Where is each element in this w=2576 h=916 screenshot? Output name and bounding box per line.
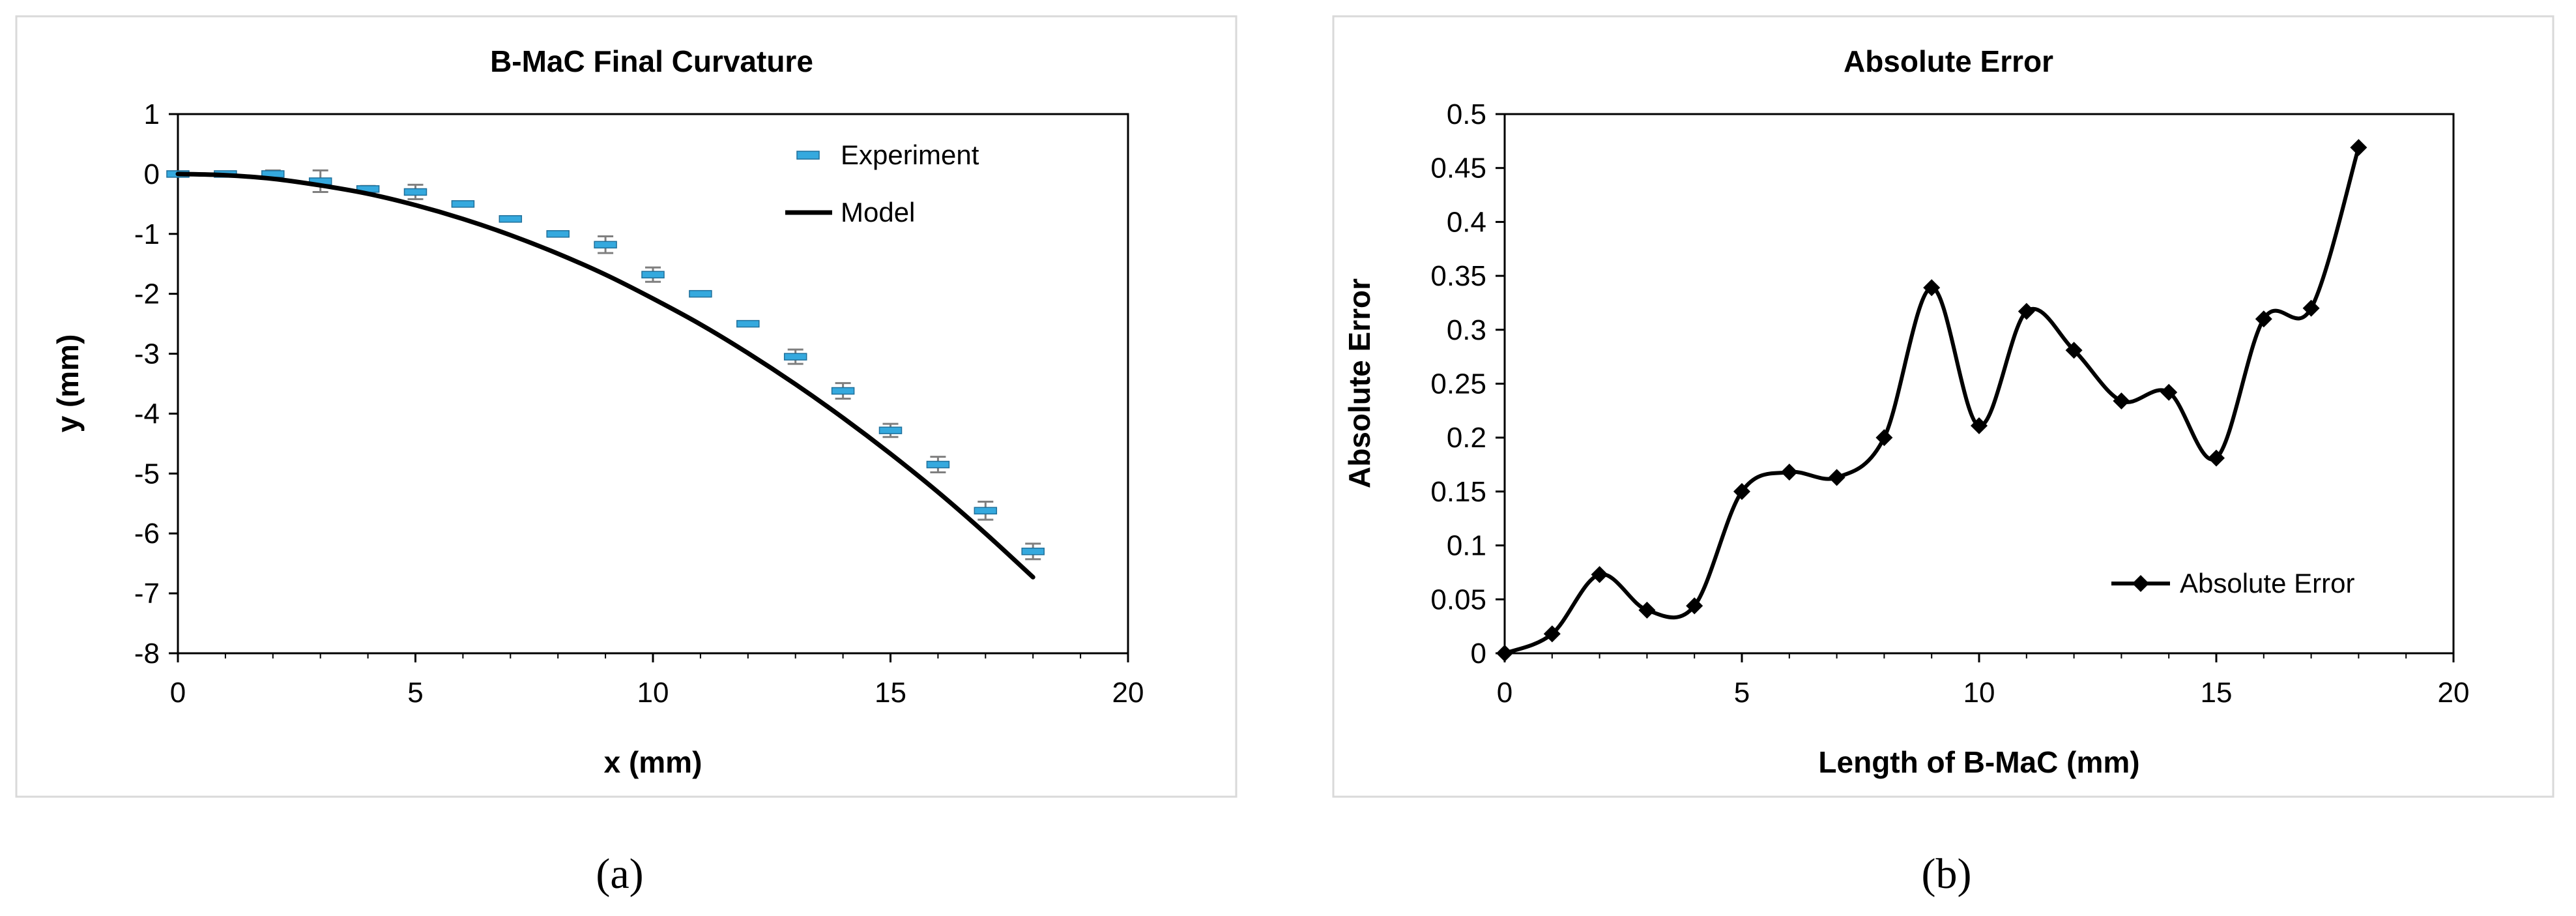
chart-b-data-point — [1496, 645, 1513, 662]
chart-b-data-point — [2350, 139, 2367, 156]
chart-a-data-point — [546, 230, 570, 238]
chart-b-y-tick-label: 0.15 — [1430, 476, 1486, 508]
chart-b-frame — [1332, 15, 2554, 798]
chart-a-data-point — [451, 200, 475, 208]
chart-b-x-tick-label: 20 — [2438, 677, 2470, 709]
chart-b-data-point — [2018, 303, 2035, 320]
chart-b-data-point — [1591, 566, 1608, 584]
chart-b-data-point — [1923, 279, 1941, 297]
panel-label-b: (b) — [1922, 850, 1972, 898]
chart-a-data-point — [926, 460, 950, 469]
chart-b-y-tick-label: 0.25 — [1430, 368, 1486, 400]
chart-a-y-tick-label: 1 — [144, 98, 160, 130]
chart-b-data-point — [1875, 429, 1893, 447]
chart-a-legend-marker-experiment — [796, 151, 820, 160]
chart-a-data-point — [499, 215, 523, 223]
chart-a-y-tick-label: -3 — [134, 338, 160, 370]
chart-a-x-tick-label: 0 — [170, 677, 186, 709]
chart-b-legend-marker — [2132, 575, 2149, 592]
chart-b-y-tick-label: 0 — [1471, 638, 1486, 670]
chart-b-series-line — [1503, 147, 2361, 655]
chart-a-data-point — [403, 188, 427, 196]
chart-a-x-tick-label: 10 — [637, 677, 669, 709]
chart-a-y-tick-label: 0 — [144, 158, 160, 190]
chart-a-data-point — [1021, 548, 1045, 555]
chart-b-data-point — [2113, 392, 2130, 409]
chart-b-data-point — [1780, 464, 1798, 481]
chart-a-y-axis-label: y (mm) — [51, 334, 85, 433]
chart-b-data-point — [1828, 469, 1845, 486]
chart-b-y-tick-label: 0.3 — [1447, 314, 1486, 346]
chart-a-x-tick-label: 5 — [407, 677, 423, 709]
chart-a-x-tick-label: 15 — [875, 677, 906, 709]
chart-b-data-point — [2302, 299, 2320, 317]
chart-b-y-tick-label: 0.5 — [1447, 98, 1486, 130]
chart-b-y-tick-label: 0.1 — [1447, 530, 1486, 562]
chart-a-x-axis-label: x (mm) — [604, 745, 702, 779]
chart-a-frame — [15, 15, 1237, 798]
chart-b-y-tick-label: 0.2 — [1447, 422, 1486, 454]
chart-b: Absolute Error Length of B-MaC (mm) Absolu… — [1342, 44, 2469, 779]
chart-a-data-point — [594, 241, 617, 249]
chart-a-title: B-MaC Final Curvature — [490, 44, 813, 78]
chart-a-x-tick-label: 20 — [1112, 677, 1144, 709]
chart-a-y-tick-label: -1 — [134, 218, 160, 250]
chart-a-y-tick-label: -4 — [134, 398, 160, 430]
chart-b-title: Absolute Error — [1844, 44, 2053, 78]
chart-a-y-tick-label: -8 — [134, 638, 160, 670]
chart-b-y-axis-label: Absolute Error — [1342, 278, 1376, 488]
chart-b-data-point — [1686, 597, 1703, 615]
chart-a-y-tick-label: -6 — [134, 518, 160, 550]
chart-a-legend-label: Model — [841, 197, 915, 228]
chart-b-data-point — [2160, 383, 2178, 401]
chart-b-y-tick-label: 0.45 — [1430, 153, 1486, 185]
chart-a-y-tick-label: -5 — [134, 458, 160, 490]
chart-b-y-tick-label: 0.35 — [1430, 260, 1486, 292]
chart-b-data-point — [1733, 482, 1750, 500]
chart-a-data-point — [974, 507, 998, 515]
chart-b-legend-label: Absolute Error — [2180, 568, 2354, 598]
chart-b-x-tick-label: 0 — [1497, 677, 1512, 709]
chart-a-y-tick-label: -7 — [134, 578, 160, 610]
chart-a-data-point — [736, 319, 760, 328]
chart-b-data-point — [2065, 342, 2083, 359]
chart-b-data-point — [1638, 601, 1656, 619]
chart-b-x-axis-label: Length of B-MaC (mm) — [1818, 745, 2139, 779]
chart-b-x-tick-label: 15 — [2201, 677, 2233, 709]
chart-a-data-point — [689, 289, 712, 298]
chart-a-series-model-line — [175, 171, 1035, 580]
chart-a-legend-label: Experiment — [841, 140, 979, 170]
chart-a-data-point — [831, 387, 855, 395]
chart-a-data-point — [878, 426, 903, 434]
chart-a-y-tick-label: -2 — [134, 278, 160, 310]
chart-a-data-point — [641, 271, 665, 279]
chart-b-y-tick-label: 0.4 — [1447, 206, 1486, 238]
panel-label-a: (a) — [596, 850, 643, 898]
chart-b-data-point — [2208, 449, 2225, 467]
chart-b-x-tick-label: 5 — [1734, 677, 1750, 709]
chart-a-data-point — [783, 353, 807, 361]
chart-b-x-tick-label: 10 — [1963, 677, 1995, 709]
chart-b-y-tick-label: 0.05 — [1430, 584, 1486, 615]
chart-b-data-point — [1543, 625, 1561, 643]
chart-b-data-point — [1971, 417, 1988, 435]
chart-b-data-point — [2255, 310, 2272, 328]
